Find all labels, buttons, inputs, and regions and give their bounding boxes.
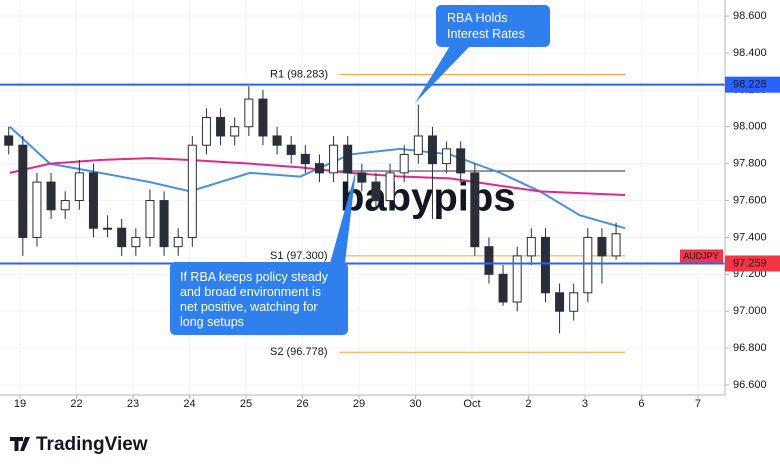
x-tick-label: 19 (14, 398, 26, 410)
price-tag (725, 76, 780, 93)
candle-body (442, 148, 452, 165)
annotation-box (170, 262, 348, 335)
candle-body (357, 172, 367, 183)
price-tag-label: 98.228 (733, 79, 767, 91)
candle-body (456, 148, 466, 174)
candle-body (216, 117, 226, 137)
x-tick-label: 25 (240, 398, 252, 410)
candle-body (540, 236, 550, 294)
annotation-text: and broad environment is (180, 285, 321, 299)
pivot-label: R1 (98.283) (270, 68, 328, 80)
candle-body (569, 292, 579, 312)
candle-body (611, 233, 621, 257)
candle-body (427, 135, 437, 165)
candle-body (131, 236, 141, 248)
candle-body (371, 181, 381, 202)
annotation-text: Interest Rates (447, 27, 525, 41)
y-tick-label: 96.800 (733, 342, 767, 354)
candle-body (18, 144, 28, 238)
brand-logo (10, 437, 30, 451)
y-tick-label: 97.800 (733, 158, 767, 170)
moving-average (9, 157, 626, 197)
marks-layer: R1 (98.283) S1 (97.300) S2 (96.778) (0, 68, 725, 358)
candle-body (88, 172, 98, 229)
annotation-text: net positive, watching for (180, 300, 318, 314)
candle-body (32, 181, 42, 238)
candle-body (498, 273, 508, 303)
symbol-tag-label: AUDJPY (683, 251, 719, 261)
x-tick-label: 2 (525, 398, 531, 410)
candle-body (145, 200, 155, 238)
moving-average (9, 126, 626, 230)
annotation-text: RBA Holds (447, 11, 507, 25)
brand-name: TradingView (36, 434, 148, 455)
y-tick-label: 98.600 (733, 10, 767, 22)
x-tick-label: Oct (463, 398, 480, 410)
y-tick-label: 97.400 (733, 231, 767, 243)
x-tick-label: 3 (582, 398, 588, 410)
x-tick-label: 23 (127, 398, 139, 410)
y-tick-label: 98.000 (733, 121, 767, 133)
symbol-tag (680, 249, 723, 263)
x-tick-label: 22 (70, 398, 82, 410)
candle-body (258, 98, 268, 137)
candle-body (329, 144, 339, 174)
candle-body (272, 135, 282, 146)
annotation-text: long setups (180, 315, 244, 329)
candle-body (597, 236, 607, 257)
y-tick-label: 96.600 (733, 379, 767, 391)
price-tag-label: 97.259 (733, 257, 767, 269)
candle-body (583, 236, 593, 294)
candle-body (526, 236, 536, 257)
candle-body (286, 144, 296, 155)
candle-body (512, 255, 522, 303)
candle-body (413, 135, 423, 155)
candle-body (484, 246, 494, 275)
x-tick-label: 7 (695, 398, 701, 410)
candle-body (46, 181, 56, 211)
annotation-pointer (415, 46, 470, 103)
y-tick-label: 97.600 (733, 194, 767, 206)
candle-body (555, 292, 565, 312)
candle-body (230, 126, 240, 137)
candle-body (74, 172, 84, 202)
x-tick-label: 26 (296, 398, 308, 410)
candle-body (4, 135, 14, 146)
candle-body (314, 163, 324, 174)
x-tick-label: 24 (183, 398, 195, 410)
candle-body (60, 200, 70, 211)
x-tick-label: 29 (353, 398, 365, 410)
pivot-label: S2 (96.778) (270, 346, 327, 358)
x-tick-label: 30 (409, 398, 421, 410)
annotation: RBA Holds Interest Rates (415, 5, 550, 103)
axes-layer: 96.60096.80097.00097.20097.40097.60097.8… (14, 10, 780, 410)
candle-body (244, 98, 254, 128)
annotation-box (436, 5, 550, 47)
candle-body (159, 200, 169, 248)
pivot-label: S1 (97.300) (270, 250, 327, 262)
candle-body (201, 117, 211, 146)
price-tag (725, 255, 780, 272)
y-tick-label: 98.400 (733, 47, 767, 59)
candle-body (173, 236, 183, 248)
candle-body (117, 227, 127, 248)
candle-body (399, 153, 409, 174)
annotation-text: If RBA keeps policy steady (180, 270, 329, 284)
candle-body (300, 153, 310, 165)
annotation: If RBA keeps policy steady and broad env… (170, 170, 356, 335)
candle-body (343, 144, 353, 174)
candle-body (187, 144, 197, 238)
candle-body (470, 172, 480, 248)
y-tick-label: 97.000 (733, 305, 767, 317)
annotation-pointer (330, 170, 356, 263)
brand: TradingView (10, 434, 148, 455)
candle-body (103, 227, 113, 230)
candle-body (385, 172, 395, 202)
watermark: babypips (340, 176, 516, 220)
x-tick-label: 6 (638, 398, 644, 410)
